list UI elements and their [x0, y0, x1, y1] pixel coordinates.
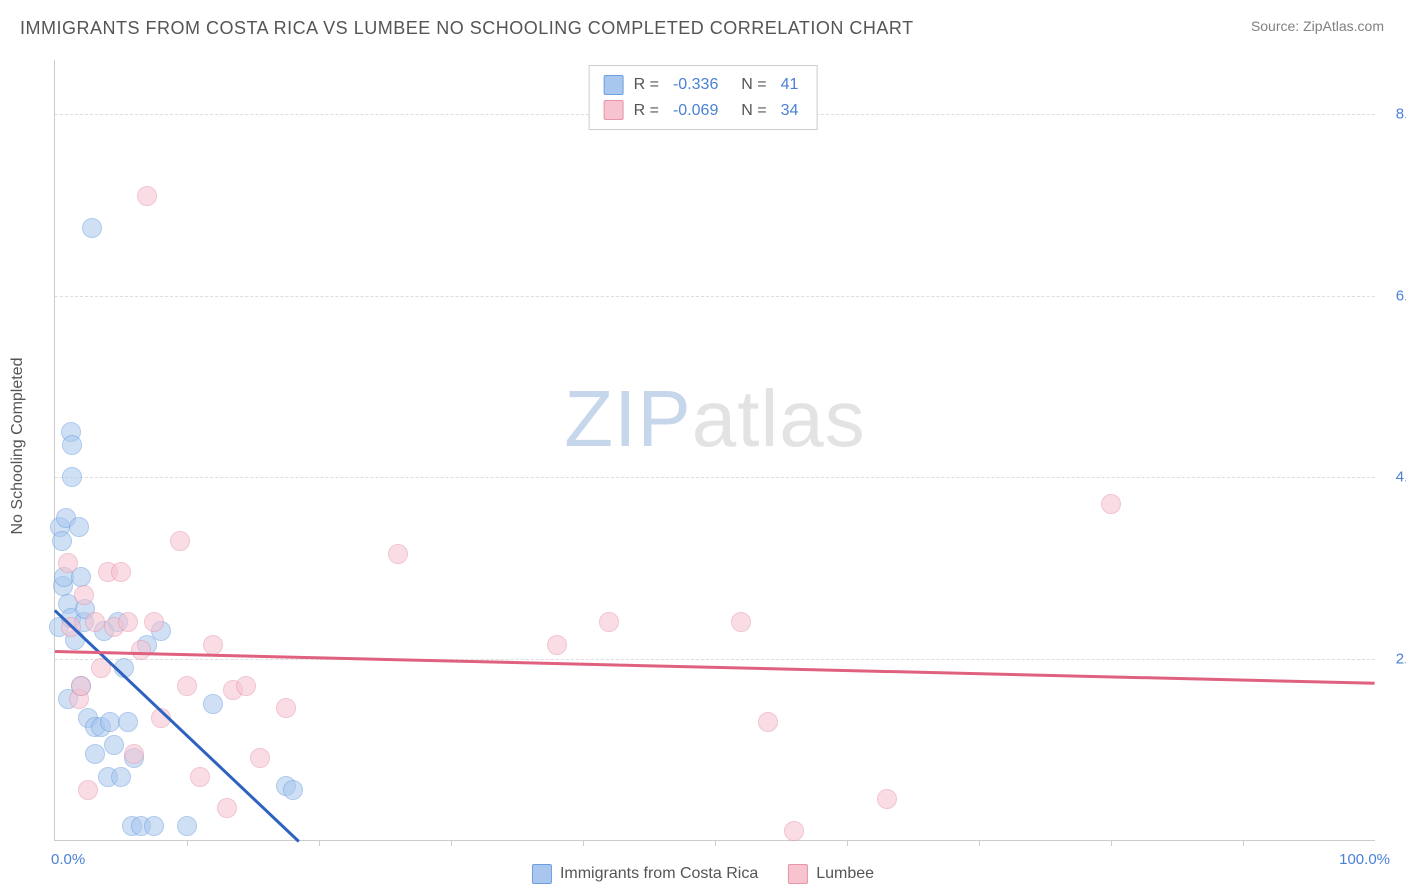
chart-title: IMMIGRANTS FROM COSTA RICA VS LUMBEE NO …	[20, 18, 914, 39]
stat-n-label: N =	[732, 98, 766, 124]
y-tick-label: 4.0%	[1396, 469, 1406, 486]
data-point	[111, 562, 131, 582]
stat-row: R = -0.069 N = 34	[604, 98, 803, 124]
data-point	[85, 612, 105, 632]
x-tick	[451, 840, 452, 846]
stat-n-label: N =	[732, 72, 766, 98]
y-tick-label: 8.0%	[1396, 106, 1406, 123]
data-point	[170, 531, 190, 551]
data-point	[144, 612, 164, 632]
x-axis-min-label: 0.0%	[51, 851, 85, 868]
x-tick	[979, 840, 980, 846]
stat-r-label: R =	[634, 98, 659, 124]
data-point	[250, 748, 270, 768]
x-tick	[1243, 840, 1244, 846]
y-tick-label: 6.0%	[1396, 287, 1406, 304]
data-point	[144, 816, 164, 836]
stat-r-label: R =	[634, 72, 659, 98]
data-point	[124, 744, 144, 764]
watermark-zip: ZIP	[564, 374, 691, 463]
data-point	[217, 798, 237, 818]
correlation-stats-box: R = -0.336 N = 41 R = -0.069 N = 34	[589, 65, 818, 130]
data-point	[547, 635, 567, 655]
data-point	[177, 676, 197, 696]
data-point	[731, 612, 751, 632]
x-tick	[847, 840, 848, 846]
data-point	[203, 694, 223, 714]
stat-r-value: -0.336	[673, 72, 718, 98]
data-point	[203, 635, 223, 655]
x-tick	[319, 840, 320, 846]
series-swatch	[604, 100, 624, 120]
data-point	[74, 585, 94, 605]
legend-swatch	[532, 864, 552, 884]
series-swatch	[604, 75, 624, 95]
watermark: ZIPatlas	[564, 373, 865, 465]
data-point	[104, 735, 124, 755]
data-point	[111, 767, 131, 787]
y-tick-label: 2.0%	[1396, 650, 1406, 667]
legend: Immigrants from Costa Rica Lumbee	[532, 864, 874, 884]
data-point	[118, 612, 138, 632]
data-point	[52, 531, 72, 551]
legend-label: Lumbee	[816, 865, 874, 883]
data-point	[190, 767, 210, 787]
stat-row: R = -0.336 N = 41	[604, 72, 803, 98]
stat-n-value: 34	[781, 98, 799, 124]
x-tick	[715, 840, 716, 846]
data-point	[78, 780, 98, 800]
source-attribution: Source: ZipAtlas.com	[1251, 18, 1384, 34]
data-point	[62, 435, 82, 455]
data-point	[82, 218, 102, 238]
watermark-atlas: atlas	[692, 374, 866, 463]
source-value: ZipAtlas.com	[1303, 18, 1384, 34]
data-point	[85, 744, 105, 764]
data-point	[283, 780, 303, 800]
legend-item: Lumbee	[788, 864, 874, 884]
data-point	[388, 544, 408, 564]
x-tick	[1111, 840, 1112, 846]
stat-r-value: -0.069	[673, 98, 718, 124]
data-point	[877, 789, 897, 809]
data-point	[177, 816, 197, 836]
data-point	[1101, 494, 1121, 514]
gridline	[55, 477, 1375, 478]
x-axis-max-label: 100.0%	[1339, 851, 1390, 868]
x-tick	[583, 840, 584, 846]
y-axis-title: No Schooling Completed	[9, 358, 27, 535]
data-point	[758, 712, 778, 732]
legend-swatch	[788, 864, 808, 884]
source-label: Source:	[1251, 18, 1299, 34]
data-point	[131, 640, 151, 660]
data-point	[69, 517, 89, 537]
data-point	[784, 821, 804, 841]
data-point	[62, 467, 82, 487]
data-point	[118, 712, 138, 732]
gridline	[55, 659, 1375, 660]
legend-label: Immigrants from Costa Rica	[560, 865, 758, 883]
stat-n-value: 41	[781, 72, 799, 98]
data-point	[137, 186, 157, 206]
data-point	[599, 612, 619, 632]
gridline	[55, 296, 1375, 297]
data-point	[71, 676, 91, 696]
data-point	[276, 698, 296, 718]
scatter-plot-area: ZIPatlas 2.0%4.0%6.0%8.0%0.0%100.0%	[54, 60, 1375, 841]
data-point	[236, 676, 256, 696]
x-tick	[187, 840, 188, 846]
legend-item: Immigrants from Costa Rica	[532, 864, 758, 884]
data-point	[58, 553, 78, 573]
